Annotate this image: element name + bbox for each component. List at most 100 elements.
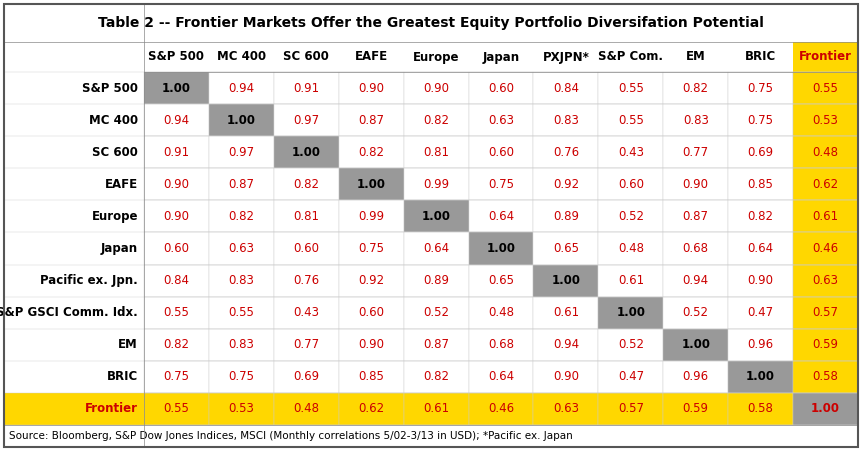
Bar bbox=[728, 136, 792, 168]
Bar bbox=[274, 72, 338, 104]
Bar bbox=[468, 136, 533, 168]
Bar bbox=[468, 104, 533, 136]
Text: 1.00: 1.00 bbox=[680, 338, 709, 351]
Bar bbox=[403, 136, 468, 168]
Bar bbox=[792, 232, 857, 265]
Text: 0.61: 0.61 bbox=[552, 306, 579, 319]
Bar bbox=[403, 200, 468, 232]
Bar bbox=[533, 265, 598, 297]
Text: 1.00: 1.00 bbox=[810, 402, 839, 415]
Bar bbox=[662, 393, 728, 425]
Text: 0.84: 0.84 bbox=[552, 82, 579, 95]
Text: 0.61: 0.61 bbox=[812, 210, 838, 223]
Bar bbox=[792, 42, 857, 72]
Bar bbox=[662, 72, 728, 104]
Text: 0.63: 0.63 bbox=[228, 242, 254, 255]
Text: 0.75: 0.75 bbox=[228, 370, 254, 383]
Text: 0.60: 0.60 bbox=[293, 242, 319, 255]
Text: 0.90: 0.90 bbox=[423, 82, 449, 95]
Text: 0.82: 0.82 bbox=[423, 370, 449, 383]
Bar bbox=[208, 104, 274, 136]
Text: 0.53: 0.53 bbox=[228, 402, 254, 415]
Bar bbox=[468, 361, 533, 393]
Text: 0.94: 0.94 bbox=[682, 274, 708, 287]
Bar bbox=[208, 72, 274, 104]
Bar bbox=[208, 200, 274, 232]
Text: 0.68: 0.68 bbox=[682, 242, 708, 255]
Text: PXJPN*: PXJPN* bbox=[542, 51, 589, 64]
Bar bbox=[208, 265, 274, 297]
Bar bbox=[533, 232, 598, 265]
Text: 0.48: 0.48 bbox=[617, 242, 643, 255]
Bar bbox=[338, 104, 403, 136]
Text: 0.43: 0.43 bbox=[617, 146, 643, 159]
Text: 0.97: 0.97 bbox=[293, 114, 319, 127]
Text: 0.48: 0.48 bbox=[293, 402, 319, 415]
Text: 0.46: 0.46 bbox=[487, 402, 513, 415]
Bar bbox=[338, 168, 403, 200]
Text: 1.00: 1.00 bbox=[486, 242, 515, 255]
Text: 0.90: 0.90 bbox=[164, 210, 189, 223]
Text: 0.94: 0.94 bbox=[164, 114, 189, 127]
Bar bbox=[728, 393, 792, 425]
Text: 0.52: 0.52 bbox=[617, 210, 643, 223]
Text: 0.85: 0.85 bbox=[358, 370, 384, 383]
Text: 0.68: 0.68 bbox=[487, 338, 513, 351]
Bar bbox=[144, 200, 208, 232]
Bar bbox=[533, 297, 598, 329]
Bar bbox=[208, 393, 274, 425]
Bar bbox=[662, 265, 728, 297]
Text: 0.59: 0.59 bbox=[812, 338, 838, 351]
Bar bbox=[144, 393, 208, 425]
Text: 0.55: 0.55 bbox=[617, 82, 643, 95]
Bar bbox=[144, 232, 208, 265]
Bar bbox=[274, 361, 338, 393]
Bar bbox=[598, 329, 662, 361]
Bar bbox=[338, 136, 403, 168]
Bar bbox=[468, 297, 533, 329]
Bar bbox=[208, 297, 274, 329]
Bar bbox=[468, 265, 533, 297]
Bar bbox=[338, 393, 403, 425]
Bar bbox=[274, 329, 338, 361]
Text: 0.82: 0.82 bbox=[358, 146, 384, 159]
Text: 0.52: 0.52 bbox=[682, 306, 708, 319]
Bar bbox=[468, 393, 533, 425]
Bar bbox=[274, 393, 338, 425]
Text: Frontier: Frontier bbox=[798, 51, 851, 64]
Text: BRIC: BRIC bbox=[744, 51, 776, 64]
Bar bbox=[274, 297, 338, 329]
Text: 0.84: 0.84 bbox=[164, 274, 189, 287]
Text: 0.90: 0.90 bbox=[164, 178, 189, 191]
Bar bbox=[792, 168, 857, 200]
Text: 0.87: 0.87 bbox=[682, 210, 708, 223]
Bar bbox=[468, 329, 533, 361]
Bar bbox=[792, 329, 857, 361]
Bar bbox=[144, 297, 208, 329]
Bar bbox=[403, 232, 468, 265]
Text: 0.63: 0.63 bbox=[552, 402, 579, 415]
Bar bbox=[662, 297, 728, 329]
Text: 0.75: 0.75 bbox=[358, 242, 384, 255]
Text: 0.82: 0.82 bbox=[164, 338, 189, 351]
Bar bbox=[792, 361, 857, 393]
Bar bbox=[468, 200, 533, 232]
Bar bbox=[792, 104, 857, 136]
Bar bbox=[662, 136, 728, 168]
Text: 0.82: 0.82 bbox=[228, 210, 254, 223]
Text: 0.52: 0.52 bbox=[423, 306, 449, 319]
Bar bbox=[533, 329, 598, 361]
Bar bbox=[274, 168, 338, 200]
Text: 0.92: 0.92 bbox=[357, 274, 384, 287]
Text: Pacific ex. Jpn.: Pacific ex. Jpn. bbox=[40, 274, 138, 287]
Text: 0.53: 0.53 bbox=[812, 114, 838, 127]
Text: EM: EM bbox=[685, 51, 705, 64]
Text: 0.62: 0.62 bbox=[357, 402, 384, 415]
Bar bbox=[662, 104, 728, 136]
Text: 0.61: 0.61 bbox=[423, 402, 449, 415]
Bar bbox=[662, 329, 728, 361]
Bar bbox=[338, 329, 403, 361]
Text: Table 2 -- Frontier Markets Offer the Greatest Equity Portfolio Diversifation Po: Table 2 -- Frontier Markets Offer the Gr… bbox=[98, 16, 763, 30]
Text: 0.63: 0.63 bbox=[487, 114, 513, 127]
Text: 0.99: 0.99 bbox=[357, 210, 384, 223]
